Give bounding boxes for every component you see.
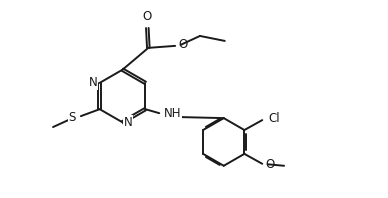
Text: O: O (178, 38, 187, 51)
Text: NH: NH (164, 107, 182, 120)
Text: O: O (143, 10, 152, 23)
Text: O: O (265, 158, 274, 171)
Text: N: N (88, 76, 97, 89)
Text: Cl: Cl (268, 112, 280, 125)
Text: N: N (123, 116, 132, 129)
Text: S: S (69, 111, 76, 124)
